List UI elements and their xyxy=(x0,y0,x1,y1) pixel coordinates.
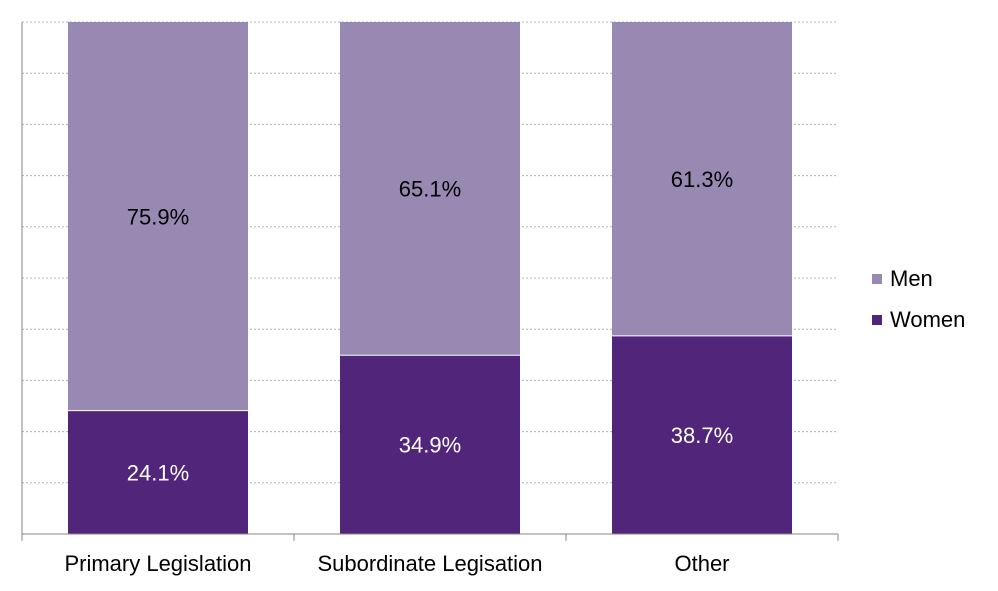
data-label-women-1: 24.1% xyxy=(127,460,189,485)
bar-women-1 xyxy=(68,410,248,534)
data-label-men-3: 61.3% xyxy=(671,167,733,192)
data-label-men-2: 65.1% xyxy=(399,177,461,202)
bar-women-3 xyxy=(612,335,792,534)
bar-women-2 xyxy=(340,355,520,534)
x-axis: Primary Legislation Subordinate Legisatio… xyxy=(21,22,839,576)
bars: 24.1% 75.9% 34.9% 65.1% 38.7% 61.3% xyxy=(68,22,792,534)
bar-men-2 xyxy=(340,22,520,356)
data-label-women-3: 38.7% xyxy=(671,423,733,448)
x-tick-label: Other xyxy=(674,551,729,576)
x-tick-label: Primary Legislation xyxy=(64,551,251,576)
legend-item-men: Men xyxy=(872,258,965,299)
legend-swatch-women xyxy=(872,314,882,325)
legend: Men Women xyxy=(872,258,965,340)
bar-men-1 xyxy=(68,22,248,411)
legend-item-women: Women xyxy=(872,299,965,340)
x-tick-label: Subordinate Legisation xyxy=(317,551,542,576)
data-label-men-1: 75.9% xyxy=(127,204,189,229)
legend-swatch-men xyxy=(872,273,882,284)
legend-label-women: Women xyxy=(890,306,966,332)
data-label-women-2: 34.9% xyxy=(399,433,461,458)
bar-men-3 xyxy=(612,22,792,336)
legend-label-men: Men xyxy=(890,265,933,291)
